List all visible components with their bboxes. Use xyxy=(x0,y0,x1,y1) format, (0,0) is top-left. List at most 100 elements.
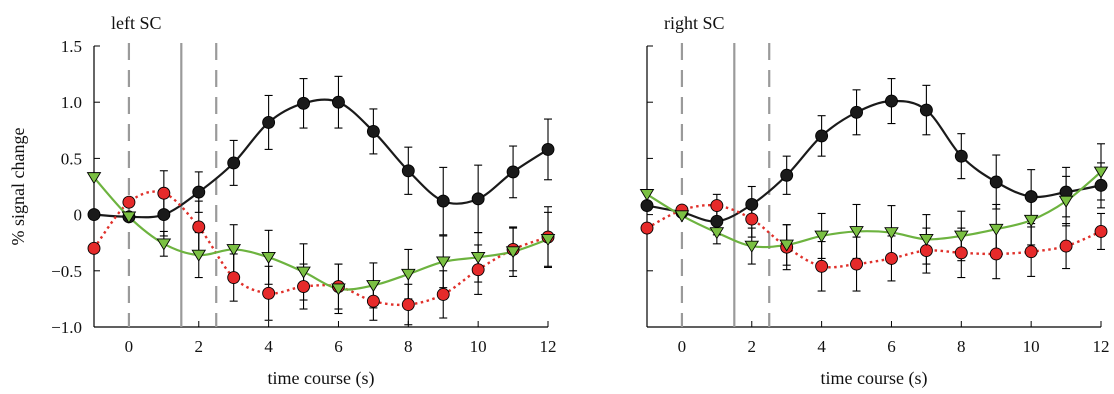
green-data-point xyxy=(540,234,556,247)
red-data-point xyxy=(1059,239,1073,253)
black-data-point xyxy=(989,175,1003,189)
black-data-point xyxy=(885,94,898,108)
red-data-point xyxy=(122,195,136,209)
green-data-point xyxy=(261,251,276,265)
x-tick-label: 0 xyxy=(678,337,687,356)
x-axis-title: time course (s) xyxy=(268,368,375,389)
x-tick-label: 12 xyxy=(540,337,557,356)
green-data-point xyxy=(884,227,899,240)
red-data-point xyxy=(710,199,724,213)
left-sc-panel: 0 2 4 6 8 10 12 −1.0 −0.5 0 0.5 1.0 1.5 time course (… xyxy=(8,13,557,389)
x-tick-label: 4 xyxy=(817,337,826,356)
y-tick-label: 0 xyxy=(74,206,83,225)
black-data-point xyxy=(506,165,520,179)
green-data-point xyxy=(814,230,829,243)
black-data-point xyxy=(919,103,933,117)
red-data-point xyxy=(745,212,759,226)
green-data-point xyxy=(435,256,451,269)
red-data-point xyxy=(885,251,898,265)
green-data-point xyxy=(505,246,521,259)
black-data-point xyxy=(366,124,380,138)
x-tick-label: 2 xyxy=(195,337,204,356)
x-tick-label: 0 xyxy=(125,337,134,356)
green-data-point xyxy=(121,211,137,224)
red-data-point xyxy=(297,280,310,293)
green-data-point xyxy=(156,238,172,251)
green-data-point xyxy=(191,249,207,262)
x-tick-label: 8 xyxy=(957,337,966,356)
black-data-point xyxy=(297,96,310,110)
green-data-point xyxy=(674,210,690,223)
x-tick-label: 10 xyxy=(470,337,487,356)
green-data-point xyxy=(954,230,969,243)
x-tick-label: 6 xyxy=(887,337,896,356)
red-data-point xyxy=(850,257,863,271)
right-sc-panel: 0 2 4 6 8 10 12 time course (s) right SC xyxy=(639,13,1110,389)
green-data-point xyxy=(331,283,346,296)
black-data-point xyxy=(710,214,724,228)
red-data-point xyxy=(401,298,415,311)
black-data-point xyxy=(332,95,345,109)
green-data-point xyxy=(1023,214,1039,227)
black-data-point xyxy=(471,192,485,206)
red-data-point xyxy=(919,244,933,258)
x-axis-title: time course (s) xyxy=(821,368,928,389)
green-data-point xyxy=(1093,166,1109,179)
red-data-point xyxy=(471,263,485,277)
red-data-point xyxy=(1094,225,1108,238)
green-data-point xyxy=(779,239,794,252)
x-tick-label: 10 xyxy=(1023,337,1040,356)
green-data-point xyxy=(470,251,486,265)
red-data-point xyxy=(262,286,276,300)
red-data-point xyxy=(157,186,171,200)
black-data-point xyxy=(815,129,829,143)
panel-title: left SC xyxy=(111,13,162,33)
x-tick-label: 6 xyxy=(334,337,343,356)
green-data-point xyxy=(744,240,760,253)
green-data-point xyxy=(366,280,381,293)
red-data-point xyxy=(989,247,1003,261)
y-tick-label: 1.5 xyxy=(61,37,82,56)
black-data-point xyxy=(780,168,794,182)
green-data-point xyxy=(86,172,102,185)
y-axis-title: % signal change xyxy=(8,128,28,246)
x-tick-label: 2 xyxy=(748,337,757,356)
red-data-point xyxy=(436,287,450,301)
red-data-point xyxy=(87,241,101,255)
green-data-point xyxy=(1058,195,1074,208)
red-data-point xyxy=(227,271,241,284)
black-data-point xyxy=(192,185,206,199)
x-tick-label: 4 xyxy=(264,337,273,356)
green-data-point xyxy=(226,244,241,257)
green-data-point xyxy=(849,226,864,239)
black-data-point xyxy=(227,156,241,170)
red-data-point xyxy=(1024,245,1038,259)
green-data-point xyxy=(919,234,934,247)
green-data-point xyxy=(709,227,725,240)
y-tick-label: 0.5 xyxy=(61,149,82,168)
black-data-point xyxy=(640,199,654,213)
red-data-point xyxy=(640,221,654,235)
green-data-point xyxy=(401,268,416,281)
black-data-point xyxy=(745,198,759,211)
black-data-point xyxy=(436,194,450,208)
black-data-point xyxy=(954,149,968,163)
red-data-point xyxy=(954,246,968,260)
panel-title: right SC xyxy=(664,13,725,33)
black-data-point xyxy=(87,208,101,222)
green-data-point xyxy=(296,266,311,279)
green-data-point xyxy=(639,189,655,202)
black-data-point xyxy=(850,105,863,119)
black-data-point xyxy=(1024,190,1038,204)
red-data-point xyxy=(815,259,829,273)
black-data-point xyxy=(401,164,415,178)
y-tick-label: −0.5 xyxy=(51,262,82,281)
black-data-point xyxy=(1094,178,1108,192)
y-tick-label: −1.0 xyxy=(51,318,82,337)
green-data-point xyxy=(988,223,1004,236)
x-tick-label: 8 xyxy=(404,337,413,356)
red-data-point xyxy=(192,220,206,234)
y-tick-label: 1.0 xyxy=(61,93,82,112)
x-tick-label: 12 xyxy=(1093,337,1110,356)
red-data-point xyxy=(366,294,380,308)
